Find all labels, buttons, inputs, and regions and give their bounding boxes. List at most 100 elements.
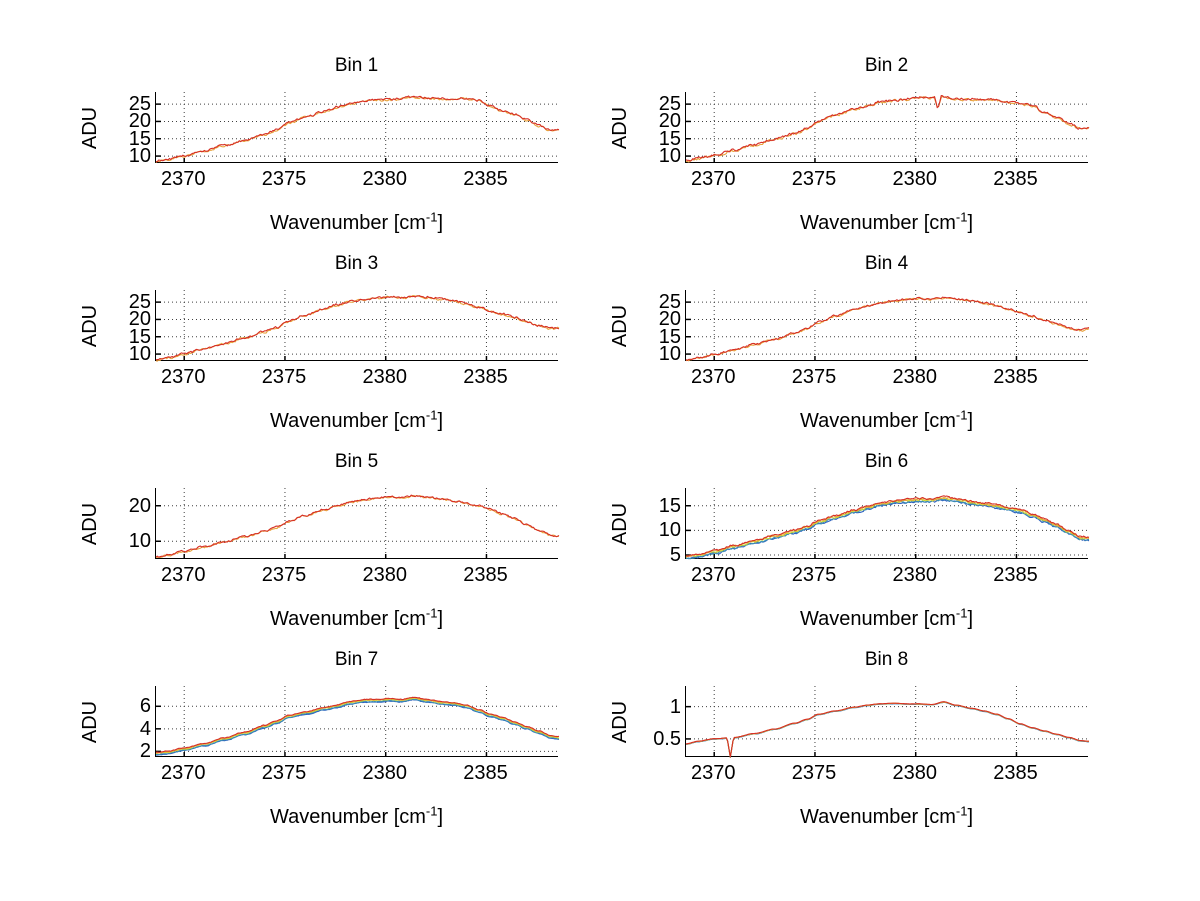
x-tick-label: 2380 bbox=[362, 168, 407, 190]
data-series-line bbox=[155, 698, 560, 756]
data-series-line bbox=[155, 697, 560, 755]
y-tick-label: 25 bbox=[128, 93, 151, 116]
x-tick-label: 2370 bbox=[690, 366, 736, 388]
x-axis-label-tail: ] bbox=[967, 608, 974, 630]
y-tick-label: 10 bbox=[128, 530, 151, 553]
y-tick-label: 20 bbox=[658, 110, 681, 133]
x-tick-label: 2380 bbox=[892, 366, 937, 388]
x-axis-label-exponent: -1 bbox=[955, 407, 968, 423]
x-axis-label-exponent: -1 bbox=[425, 605, 438, 621]
subplot-title: Bin 2 bbox=[864, 55, 909, 76]
y-tick-label: 25 bbox=[658, 93, 681, 116]
y-axis-label: ADU bbox=[609, 502, 631, 545]
x-tick-label: 2370 bbox=[160, 168, 206, 190]
y-tick-label: 15 bbox=[128, 127, 151, 150]
y-tick-label-group: 10 15 20 25 bbox=[625, 290, 681, 364]
subplot-title: Bin 5 bbox=[334, 451, 379, 472]
x-tick-label: 2370 bbox=[690, 168, 736, 190]
x-tick-label: 2385 bbox=[993, 564, 1038, 586]
data-series-line bbox=[155, 295, 560, 361]
y-axis-label: ADU bbox=[79, 106, 101, 149]
data-series-line bbox=[155, 96, 560, 163]
y-axis-label: ADU bbox=[609, 304, 631, 347]
data-series-line bbox=[685, 497, 1090, 558]
y-tick-label-group: 5 10 15 bbox=[625, 488, 681, 565]
data-series-line bbox=[685, 297, 1090, 362]
y-tick-label: 20 bbox=[128, 308, 151, 331]
data-series-line bbox=[155, 699, 560, 756]
x-tick-label: 2380 bbox=[362, 366, 407, 388]
subplot-title: Bin 6 bbox=[864, 451, 909, 472]
y-tick-label-group: 10 20 bbox=[95, 488, 151, 559]
x-tick-label: 2375 bbox=[791, 168, 837, 190]
data-series-line bbox=[685, 95, 1090, 162]
plot-area bbox=[155, 488, 560, 559]
x-tick-label: 2380 bbox=[362, 762, 407, 784]
x-tick-label: 2375 bbox=[791, 762, 837, 784]
x-tick-label: 2385 bbox=[463, 564, 508, 586]
x-tick-label: 2370 bbox=[160, 564, 206, 586]
plot-area bbox=[155, 290, 560, 362]
x-axis-label-main: Wavenumber [cm bbox=[799, 806, 956, 828]
data-series-line bbox=[155, 294, 560, 362]
y-tick-label: 6 bbox=[139, 695, 151, 718]
x-axis-label-tail: ] bbox=[967, 806, 974, 828]
x-tick-label: 2380 bbox=[362, 564, 407, 586]
x-tick-label: 2375 bbox=[791, 564, 837, 586]
x-axis-label-tail: ] bbox=[437, 410, 444, 432]
y-tick-label-group: 10 15 20 25 bbox=[625, 92, 681, 166]
y-tick-label: 25 bbox=[128, 291, 151, 314]
data-series-line bbox=[155, 696, 560, 753]
x-axis-label-tail: ] bbox=[437, 212, 444, 234]
x-axis-label-main: Wavenumber [cm bbox=[799, 608, 956, 630]
data-series-line bbox=[155, 697, 559, 754]
x-axis-label-main: Wavenumber [cm bbox=[799, 410, 956, 432]
data-series-line bbox=[685, 701, 1090, 759]
data-series-line bbox=[685, 701, 1090, 758]
y-tick-label-group: 10 15 20 25 bbox=[95, 290, 151, 366]
x-axis-label: Wavenumber [cm-1] bbox=[155, 803, 558, 829]
x-axis-label-exponent: -1 bbox=[425, 209, 438, 225]
y-tick-label: 10 bbox=[128, 343, 151, 366]
subplot-title: Bin 8 bbox=[864, 649, 909, 670]
subplot-title: Bin 1 bbox=[334, 55, 379, 76]
x-tick-label: 2370 bbox=[160, 762, 206, 784]
x-axis-label: Wavenumber [cm-1] bbox=[155, 605, 558, 631]
x-axis-label-exponent: -1 bbox=[955, 209, 968, 225]
x-axis-label-main: Wavenumber [cm bbox=[269, 410, 426, 432]
y-tick-label: 10 bbox=[128, 145, 151, 168]
x-axis-label: Wavenumber [cm-1] bbox=[155, 408, 558, 433]
data-series-line bbox=[155, 494, 560, 559]
y-tick-label: 25 bbox=[658, 291, 681, 314]
y-axis-label: ADU bbox=[79, 304, 101, 347]
y-tick-label: 0.5 bbox=[653, 727, 681, 750]
x-axis-label: Wavenumber [cm-1] bbox=[685, 209, 1088, 235]
data-series-line bbox=[685, 701, 1090, 758]
data-series-line bbox=[685, 296, 1090, 361]
x-axis-label-exponent: -1 bbox=[425, 803, 438, 819]
x-axis-label-tail: ] bbox=[967, 410, 974, 432]
x-axis-label-tail: ] bbox=[437, 608, 444, 630]
x-axis-label-main: Wavenumber [cm bbox=[269, 806, 426, 828]
y-tick-label: 20 bbox=[128, 110, 151, 133]
x-axis-label: Wavenumber [cm-1] bbox=[685, 407, 1088, 433]
data-series-line bbox=[155, 494, 560, 558]
plot-area bbox=[155, 92, 560, 163]
y-axis-label: ADU bbox=[79, 700, 101, 743]
x-tick-label: 2380 bbox=[892, 168, 937, 190]
data-series-line bbox=[685, 498, 1090, 560]
y-axis-label: ADU bbox=[79, 502, 101, 545]
x-axis-label-tail: ] bbox=[437, 806, 444, 828]
y-axis-label: ADU bbox=[609, 700, 631, 743]
y-tick-label: 4 bbox=[139, 717, 151, 740]
plot-area bbox=[155, 686, 560, 757]
data-series-line bbox=[685, 496, 1090, 557]
subplot-title: Bin 4 bbox=[864, 253, 909, 274]
y-tick-label: 2 bbox=[139, 740, 151, 763]
plot-area bbox=[685, 290, 1090, 362]
